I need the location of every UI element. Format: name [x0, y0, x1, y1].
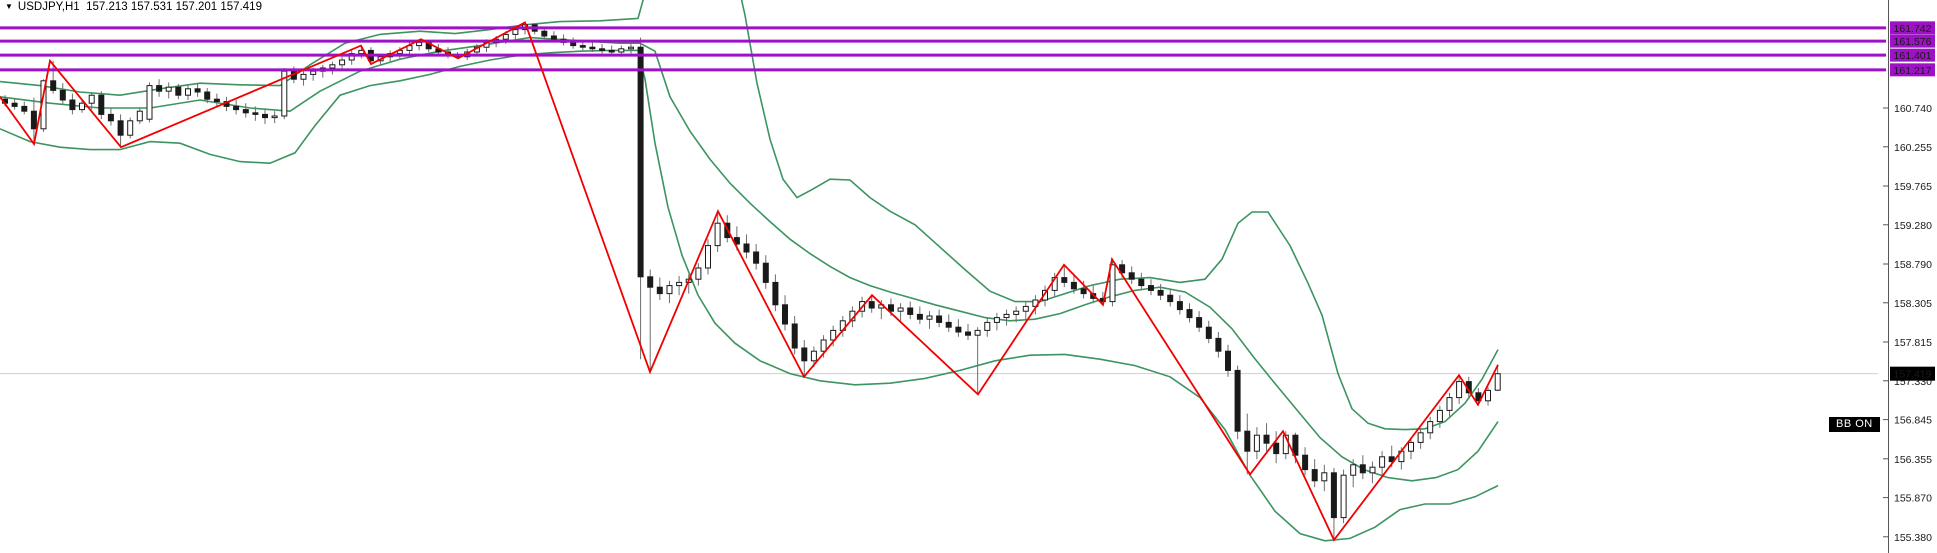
svg-text:159.765: 159.765 — [1894, 181, 1932, 193]
current-price-badge: 157.419 — [1890, 366, 1935, 381]
candlestick-series — [2, 22, 1501, 540]
svg-text:155.380: 155.380 — [1894, 532, 1932, 544]
svg-text:156.355: 156.355 — [1894, 454, 1932, 466]
svg-text:161.217: 161.217 — [1894, 65, 1932, 77]
svg-text:157.419: 157.419 — [1894, 369, 1932, 381]
svg-text:158.305: 158.305 — [1894, 298, 1932, 310]
svg-text:157.815: 157.815 — [1894, 337, 1932, 349]
price-axis[interactable]: 160.740 160.255 159.765 159.280 158.790 158.3… — [1883, 0, 1932, 553]
svg-text:161.576: 161.576 — [1894, 36, 1932, 48]
svg-text:160.255: 160.255 — [1894, 142, 1932, 154]
bb-on-badge[interactable]: BB ON — [1829, 417, 1880, 432]
svg-text:161.742: 161.742 — [1894, 23, 1932, 35]
chart-title-text: USDJPY,H1 157.213 157.531 157.201 157.41… — [17, 1, 262, 13]
svg-text:161.401: 161.401 — [1894, 50, 1932, 62]
zigzag-indicator-line — [0, 21, 1499, 542]
svg-text:160.740: 160.740 — [1894, 103, 1932, 115]
svg-text:158.790: 158.790 — [1894, 259, 1932, 271]
bollinger-bands — [0, 0, 1499, 542]
svg-text:155.870: 155.870 — [1894, 493, 1932, 505]
svg-text:156.845: 156.845 — [1894, 415, 1932, 427]
chart-title: ▼ USDJPY,H1 157.213 157.531 157.201 157.… — [5, 1, 262, 13]
svg-text:159.280: 159.280 — [1894, 220, 1932, 232]
horizontal-level-lines[interactable] — [0, 26, 1886, 72]
collapse-triangle-icon[interactable]: ▼ — [5, 2, 13, 11]
